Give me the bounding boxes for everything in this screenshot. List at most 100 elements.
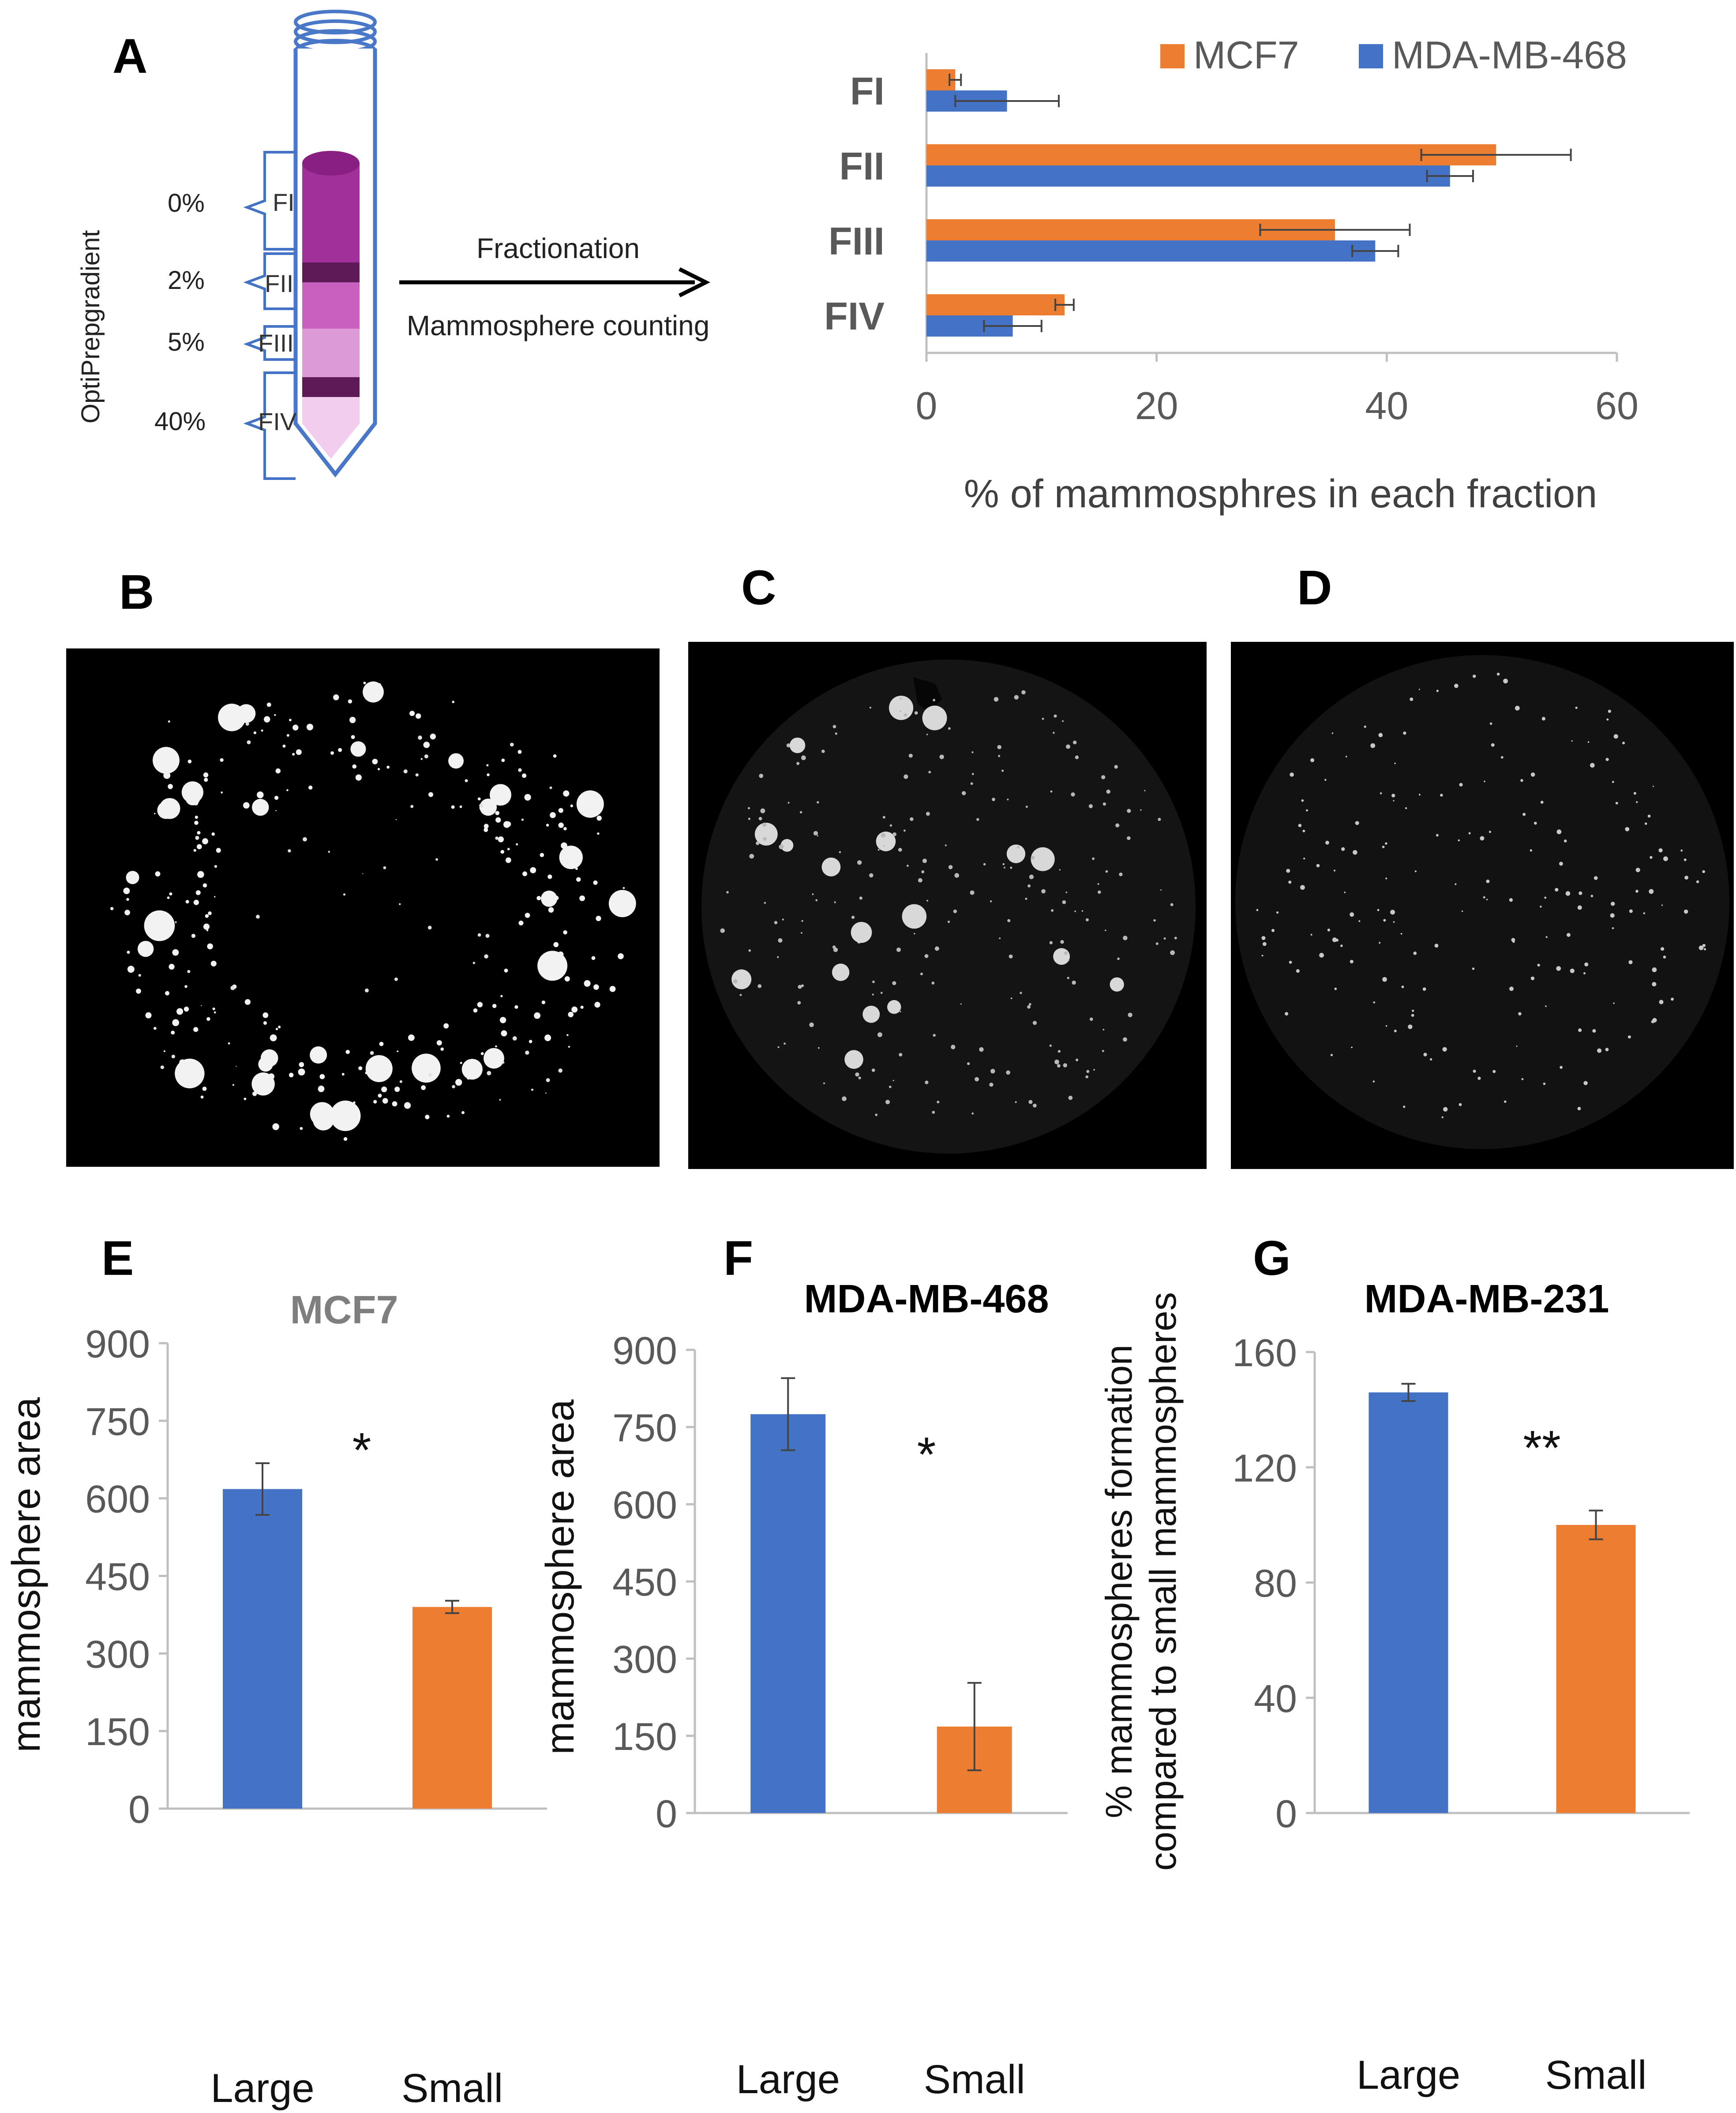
speckle: [1068, 959, 1069, 961]
speckle: [832, 963, 850, 981]
speckle: [575, 867, 578, 870]
speckle: [992, 798, 995, 802]
y-tick-label: 450: [612, 1560, 677, 1604]
speckle: [392, 1101, 397, 1107]
speckle: [975, 1077, 979, 1082]
speckle: [1379, 942, 1381, 944]
speckle: [566, 1034, 569, 1036]
speckle: [137, 940, 154, 957]
speckle: [263, 716, 270, 723]
speckle: [584, 980, 591, 987]
micrograph-b-canvas: [110, 681, 636, 1141]
bar-large: [223, 1489, 302, 1809]
speckle: [127, 966, 135, 973]
speckle: [553, 942, 559, 948]
speckle: [900, 710, 902, 712]
speckle: [763, 837, 767, 841]
speckle: [1541, 717, 1546, 721]
speckle: [529, 1040, 532, 1043]
speckle: [739, 994, 742, 996]
speckle: [558, 808, 563, 813]
speckle: [459, 805, 462, 808]
speckle: [1590, 895, 1594, 897]
fraction-label-fiv: FIV: [258, 408, 297, 435]
speckle: [525, 1050, 529, 1055]
speckle: [1144, 790, 1146, 791]
speckle: [899, 1053, 903, 1056]
speckle: [926, 812, 930, 816]
speckle: [1053, 948, 1070, 965]
speckle: [821, 858, 841, 877]
speckle: [549, 786, 552, 789]
speckle: [1459, 1103, 1462, 1106]
speckle: [1486, 899, 1488, 900]
speckle: [1455, 883, 1457, 885]
speckle: [1325, 840, 1329, 845]
speckle: [914, 933, 915, 935]
speckle: [1068, 1095, 1073, 1100]
speckle: [211, 832, 215, 836]
speckle: [1400, 933, 1402, 935]
speckle: [1021, 690, 1026, 695]
speckle: [1633, 792, 1636, 795]
speckle: [1049, 941, 1053, 944]
speckle: [1298, 824, 1302, 828]
y-tick-label: 0: [656, 1792, 677, 1836]
speckle: [842, 1096, 847, 1101]
speckle: [1403, 731, 1406, 735]
speckle: [1072, 980, 1076, 985]
speckle: [541, 1000, 546, 1004]
speckle: [1301, 799, 1304, 802]
speckle: [1288, 880, 1292, 884]
speckle: [1491, 743, 1495, 747]
speckle: [596, 815, 602, 821]
speckle: [851, 922, 872, 943]
panel-label-a: A: [112, 29, 147, 83]
speckle: [947, 921, 950, 923]
speckle: [261, 729, 263, 732]
speckle: [910, 817, 914, 821]
speckle: [1390, 910, 1395, 915]
speckle: [377, 768, 380, 771]
speckle: [168, 784, 173, 789]
speckle: [1378, 733, 1383, 738]
x-tick-label: 60: [1595, 384, 1639, 427]
speckle: [436, 1040, 442, 1046]
speckle: [799, 811, 802, 813]
speckle: [372, 759, 378, 764]
speckle: [557, 951, 564, 958]
speckle: [1102, 1050, 1104, 1052]
speckle: [971, 891, 972, 893]
speckle: [1364, 725, 1366, 728]
speckle: [203, 772, 209, 778]
speckle: [759, 773, 764, 778]
speckle: [484, 1048, 504, 1069]
speckle: [274, 714, 276, 716]
speckle: [990, 1068, 995, 1074]
speckle: [289, 1072, 294, 1078]
speckle: [1702, 870, 1705, 873]
speckle: [726, 891, 729, 894]
speckle: [1516, 1045, 1518, 1047]
speckle: [518, 920, 524, 925]
speckle: [1331, 732, 1334, 734]
panel-label-d: D: [1297, 561, 1332, 615]
speckle: [1160, 889, 1162, 891]
speckle: [1127, 809, 1131, 813]
speckle: [1489, 831, 1492, 833]
category-label-small: Small: [1545, 2053, 1646, 2098]
speckle: [1072, 740, 1077, 745]
speckle: [844, 1050, 863, 1069]
speckle: [857, 860, 862, 865]
speckle: [343, 1137, 348, 1141]
speckle: [1158, 818, 1161, 821]
speckle: [1571, 740, 1573, 742]
speckle: [579, 895, 585, 901]
speckle: [330, 1100, 361, 1131]
mcf7-area-chart: 0 150 300 450 600 750 900 MCF7 mammosphere area L…: [4, 1288, 547, 2111]
speckle: [214, 896, 216, 898]
speckle: [1303, 858, 1305, 860]
speckle: [1092, 857, 1095, 860]
speckle: [1006, 1070, 1010, 1075]
speckle: [922, 858, 927, 863]
